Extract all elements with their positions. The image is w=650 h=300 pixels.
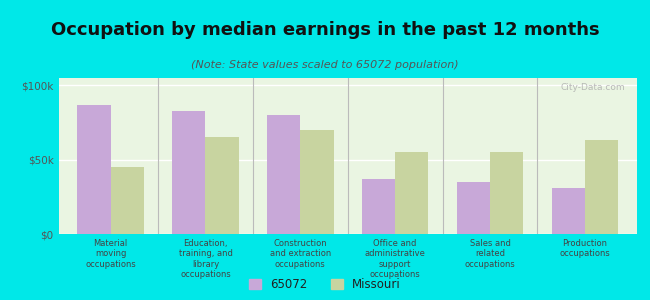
Bar bbox=[457, 182, 490, 234]
Bar bbox=[362, 179, 395, 234]
Text: Occupation by median earnings in the past 12 months: Occupation by median earnings in the pas… bbox=[51, 21, 599, 39]
Text: City-Data.com: City-Data.com bbox=[561, 83, 625, 92]
Bar bbox=[300, 130, 333, 234]
Text: (Note: State values scaled to 65072 population): (Note: State values scaled to 65072 popu… bbox=[191, 60, 459, 70]
Bar bbox=[267, 115, 300, 234]
Bar bbox=[395, 152, 428, 234]
Bar bbox=[205, 137, 239, 234]
Bar bbox=[111, 167, 144, 234]
Bar bbox=[172, 111, 205, 234]
Bar bbox=[77, 105, 110, 234]
Legend: 65072, Missouri: 65072, Missouri bbox=[249, 278, 401, 291]
Bar bbox=[552, 188, 585, 234]
Bar bbox=[585, 140, 618, 234]
Bar bbox=[490, 152, 523, 234]
